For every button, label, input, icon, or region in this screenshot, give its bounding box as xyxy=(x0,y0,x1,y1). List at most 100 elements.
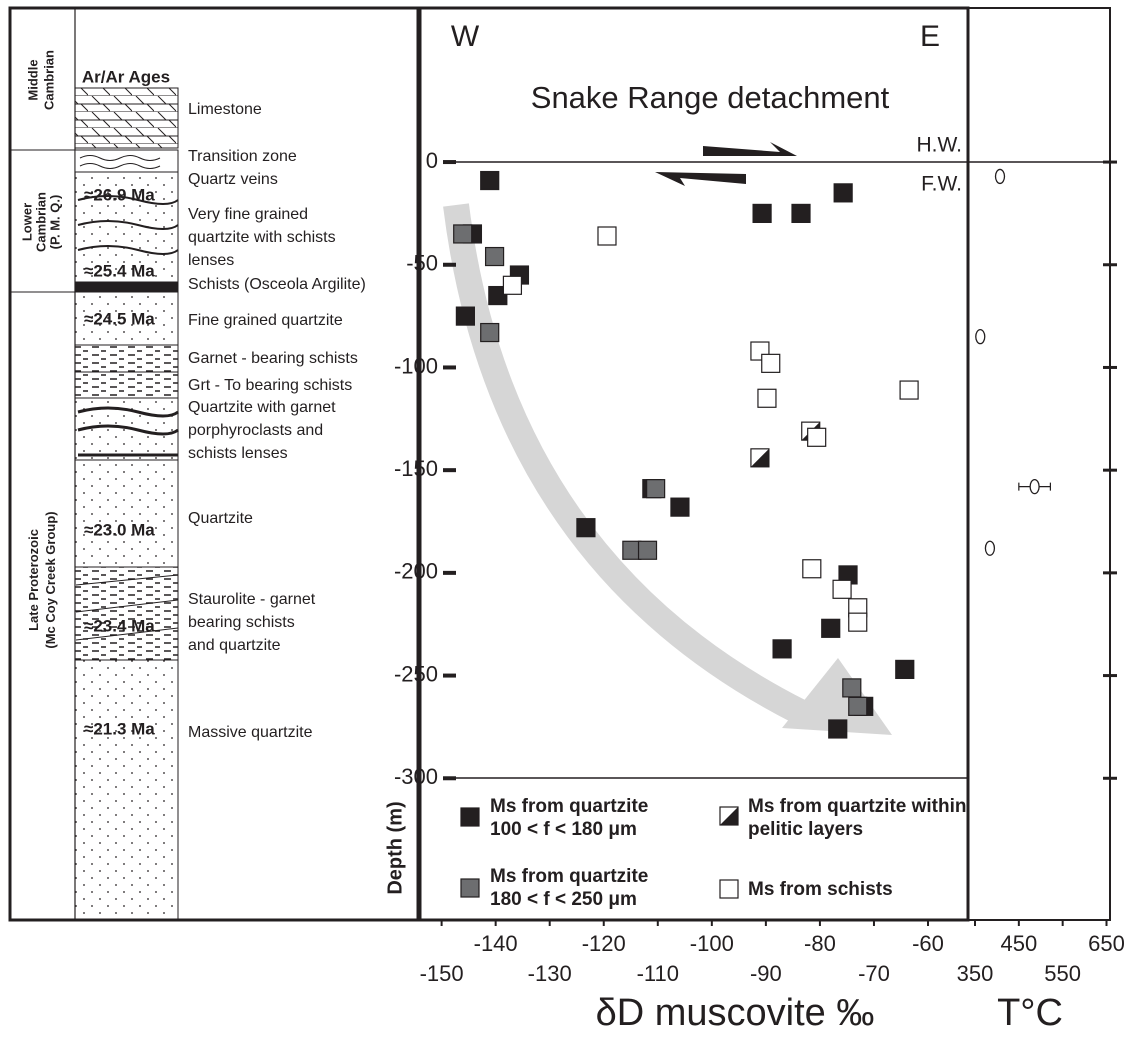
marker xyxy=(597,226,617,246)
x-tick-label: 350 xyxy=(957,961,994,986)
x-tick-label: -110 xyxy=(637,961,679,986)
y-tick-label: -100 xyxy=(394,353,438,378)
veins xyxy=(79,155,161,169)
chart-title: Snake Range detachment xyxy=(531,80,890,115)
y-tick-label: -150 xyxy=(394,456,438,481)
marker xyxy=(833,183,853,203)
unit-label: Transition zone xyxy=(188,148,297,165)
unit-label: Limestone xyxy=(188,101,262,118)
wedges xyxy=(75,574,179,641)
trend-arrow xyxy=(443,203,806,724)
marker xyxy=(502,275,523,295)
x-tick-label: -80 xyxy=(804,931,836,956)
marker-box xyxy=(821,618,841,638)
marker xyxy=(757,388,777,408)
marker xyxy=(455,306,475,326)
marker-box xyxy=(791,203,811,224)
marker xyxy=(807,427,827,447)
layer xyxy=(74,459,179,568)
marker-box xyxy=(828,719,848,739)
y-tick-label: -50 xyxy=(406,251,438,276)
period-label: Lower xyxy=(19,203,34,241)
limestone xyxy=(74,87,179,149)
marker xyxy=(842,678,862,698)
layer xyxy=(74,566,179,661)
marker-box xyxy=(752,203,772,224)
unit-label: Quartzite xyxy=(188,510,253,527)
marker xyxy=(480,170,500,191)
x-tick-label: -100 xyxy=(690,931,734,956)
x-tick-label: -70 xyxy=(858,961,890,986)
marker xyxy=(821,618,841,638)
layer xyxy=(74,371,179,399)
marker-box xyxy=(576,518,596,538)
unit-label: schists lenses xyxy=(188,445,288,462)
marker-box xyxy=(719,879,739,899)
marker xyxy=(750,448,770,468)
unit-label: quartzite with schists xyxy=(188,229,336,246)
unit-label: porphyroclasts and xyxy=(188,422,323,439)
x-tick-label: -60 xyxy=(912,931,944,956)
y-tick-label: -200 xyxy=(394,559,438,584)
marker-box xyxy=(832,579,852,599)
x-tick-label: -130 xyxy=(528,961,572,986)
layer xyxy=(74,171,179,283)
layer xyxy=(74,149,179,173)
period-label: (P. M. Q.) xyxy=(47,195,62,250)
panel-frame xyxy=(418,6,970,922)
column-frame xyxy=(8,6,420,922)
marker xyxy=(480,322,500,343)
x-axis-label: δD muscovite ‰ xyxy=(596,992,875,1034)
schists xyxy=(74,281,179,293)
marker xyxy=(576,518,596,538)
x-tick-label: -150 xyxy=(420,961,464,986)
unit-label: Fine grained quartzite xyxy=(188,312,343,329)
x-tick-label: 650 xyxy=(1088,931,1125,956)
marker-box xyxy=(597,226,617,246)
y-tick-label: 0 xyxy=(426,148,438,173)
annotation: W xyxy=(451,20,480,53)
x-axis-label: T°C xyxy=(997,992,1063,1034)
lithology xyxy=(74,87,179,921)
shear-arrow xyxy=(655,172,746,186)
marker xyxy=(637,540,658,560)
legend-label: Ms from quartzite 180 < f < 250 μm xyxy=(490,866,649,910)
marker-box xyxy=(453,224,473,244)
age-label: ≈23.4 Ma xyxy=(84,616,155,635)
period-label: Late Proterozoic xyxy=(26,529,41,631)
age-label: ≈21.3 Ma xyxy=(84,719,155,738)
point xyxy=(984,540,996,556)
unit-label: Quartzite with garnet xyxy=(188,399,336,416)
marker-box xyxy=(761,353,781,373)
point xyxy=(994,168,1006,185)
marker-box xyxy=(833,183,853,203)
unit-label: Quartz veins xyxy=(188,171,278,188)
legend-label: Ms from schists xyxy=(748,879,893,900)
marker-box xyxy=(899,380,919,400)
period-label: Cambrian xyxy=(33,192,48,252)
marker xyxy=(488,285,508,306)
unit-label: Very fine grained xyxy=(188,206,308,223)
layer xyxy=(74,344,179,373)
marker-box xyxy=(807,427,827,447)
marker-box xyxy=(637,540,658,560)
age-label: ≈24.5 Ma xyxy=(84,309,155,328)
lenses xyxy=(77,195,179,255)
layer xyxy=(74,659,179,921)
marker-box xyxy=(757,388,777,408)
marker-box xyxy=(848,696,868,716)
shear-arrow xyxy=(703,142,797,156)
marker-box xyxy=(895,659,915,680)
marker-box xyxy=(802,559,822,579)
marker-box xyxy=(480,322,500,343)
unit-label: and quartzite xyxy=(188,637,281,654)
y-axis-label: Depth (m) xyxy=(384,801,406,894)
layer xyxy=(74,291,179,346)
marker-box xyxy=(670,497,690,517)
legend-marker xyxy=(460,807,480,827)
marker xyxy=(761,353,781,373)
marker-box xyxy=(502,275,523,295)
marker xyxy=(772,639,792,659)
marker xyxy=(802,559,822,579)
marker xyxy=(848,696,868,716)
